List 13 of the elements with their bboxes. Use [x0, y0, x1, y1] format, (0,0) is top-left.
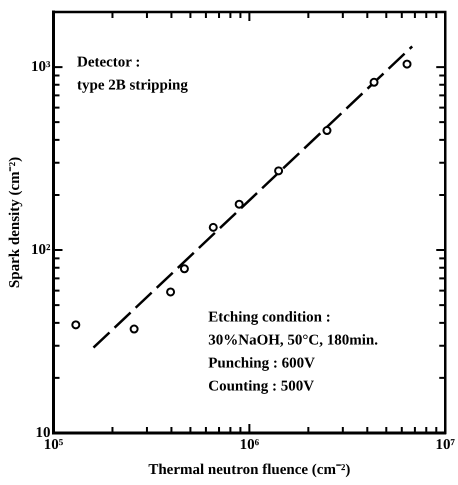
annotation: Detector :	[77, 54, 140, 71]
x-tick-label: 10⁶	[240, 436, 260, 453]
annotation: Etching condition :	[208, 309, 331, 326]
y-tick-label: 10²	[30, 242, 51, 258]
annotation: 30%NaOH, 50°C, 180min.	[208, 332, 378, 348]
annotation: Punching : 600V	[208, 355, 316, 372]
y-tick-label: 10³	[30, 58, 51, 75]
annotation: Counting : 500V	[208, 378, 314, 394]
x-tick-label: 10⁷	[436, 436, 456, 453]
x-axis-title: Thermal neutron fluence (cm⁻²)	[148, 462, 350, 478]
y-axis-title: Spark density (cm⁻²)	[6, 156, 23, 288]
annotation: type 2B stripping	[77, 78, 188, 94]
x-tick-label: 10⁵	[44, 436, 64, 453]
